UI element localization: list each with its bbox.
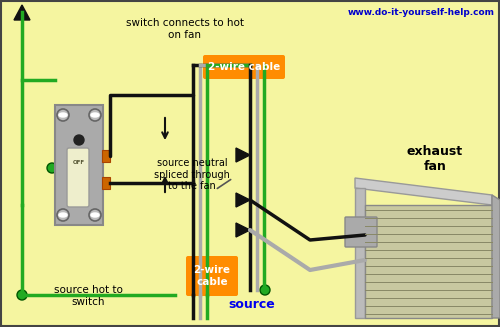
FancyBboxPatch shape xyxy=(203,55,285,79)
Polygon shape xyxy=(236,223,250,237)
Circle shape xyxy=(17,290,27,300)
Bar xyxy=(365,205,492,318)
Polygon shape xyxy=(236,193,250,207)
Ellipse shape xyxy=(351,223,369,241)
Text: source: source xyxy=(228,298,276,311)
Circle shape xyxy=(74,185,84,195)
Bar xyxy=(102,177,110,189)
Text: source hot to
switch: source hot to switch xyxy=(54,285,122,307)
Ellipse shape xyxy=(59,113,67,117)
Circle shape xyxy=(57,109,69,121)
Ellipse shape xyxy=(91,113,99,117)
Circle shape xyxy=(74,135,84,145)
Polygon shape xyxy=(355,188,365,318)
Text: www.do-it-yourself-help.com: www.do-it-yourself-help.com xyxy=(348,8,495,17)
Polygon shape xyxy=(236,148,250,162)
Bar xyxy=(102,150,110,162)
Text: 2-wire
cable: 2-wire cable xyxy=(194,265,230,287)
Text: 2-wire cable: 2-wire cable xyxy=(208,62,280,72)
Ellipse shape xyxy=(346,218,374,246)
Circle shape xyxy=(47,163,57,173)
Circle shape xyxy=(260,285,270,295)
Ellipse shape xyxy=(59,213,67,217)
Circle shape xyxy=(89,109,101,121)
Polygon shape xyxy=(355,178,492,205)
Ellipse shape xyxy=(91,213,99,217)
Polygon shape xyxy=(492,195,500,318)
Text: OFF: OFF xyxy=(73,161,85,165)
Text: source neutral
spliced through
to the fan: source neutral spliced through to the fa… xyxy=(154,158,230,191)
Polygon shape xyxy=(14,5,30,20)
FancyBboxPatch shape xyxy=(345,217,377,247)
Circle shape xyxy=(89,209,101,221)
Bar xyxy=(55,105,103,225)
Circle shape xyxy=(57,209,69,221)
Text: switch connects to hot
on fan: switch connects to hot on fan xyxy=(126,18,244,40)
FancyBboxPatch shape xyxy=(186,256,238,296)
FancyBboxPatch shape xyxy=(67,148,89,207)
Text: exhaust
fan: exhaust fan xyxy=(407,145,463,173)
